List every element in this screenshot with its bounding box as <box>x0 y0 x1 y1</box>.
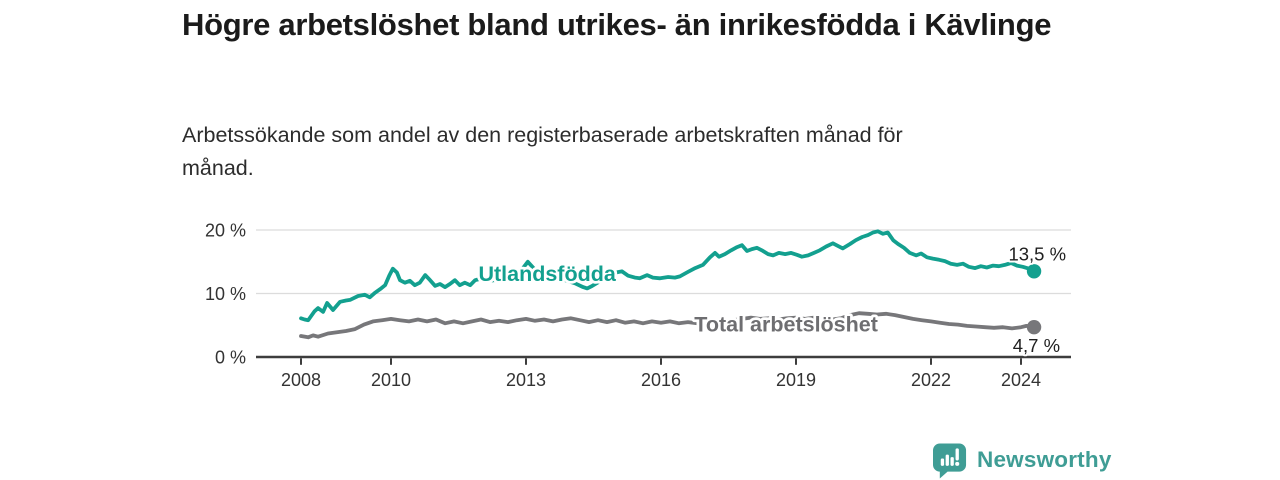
x-axis-tick-label: 2022 <box>911 370 951 390</box>
x-axis-tick-label: 2019 <box>776 370 816 390</box>
series-line-total <box>299 311 1036 340</box>
y-axis-tick-label: 10 % <box>205 284 246 304</box>
newsworthy-logo-icon <box>933 443 967 479</box>
end-value-label-utlandsfodda: 13,5 % <box>1008 243 1066 264</box>
x-axis-tick-label: 2013 <box>506 370 546 390</box>
series-label-total: Total arbetslöshet <box>694 312 878 336</box>
chart-subtitle: Arbetssökande som andel av den registerb… <box>182 123 903 180</box>
newsworthy-branding[interactable]: Newsworthy <box>933 441 1112 479</box>
newsworthy-wordmark: Newsworthy <box>977 447 1112 472</box>
series-line-utlandsfodda <box>299 229 1036 323</box>
series-label-utlandsfodda: Utlandsfödda <box>478 262 616 286</box>
end-dot-utlandsfodda <box>1026 264 1042 279</box>
end-dot-total <box>1026 319 1042 335</box>
x-axis-tick-label: 2008 <box>281 370 321 390</box>
x-axis-tick-label: 2016 <box>641 370 681 390</box>
x-axis-tick-label: 2024 <box>1001 370 1041 390</box>
x-axis-tick-label: 2010 <box>371 370 411 390</box>
y-axis-tick-label: 20 % <box>205 221 246 241</box>
end-value-label-total: 4,7 % <box>1013 335 1060 356</box>
y-axis-tick-label: 0 % <box>215 348 246 368</box>
chart-title: Högre arbetslöshet bland utrikes- än inr… <box>182 7 1052 42</box>
